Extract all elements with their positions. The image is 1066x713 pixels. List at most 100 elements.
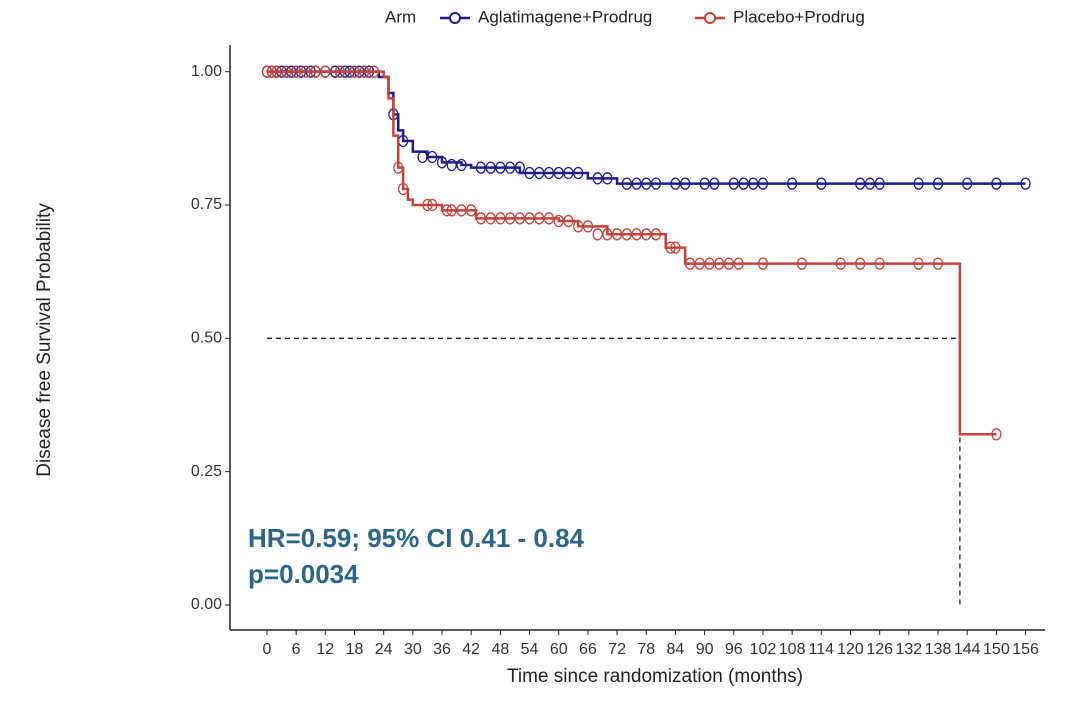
x-tick-label: 126 [866, 641, 893, 658]
censor-mark [913, 177, 924, 190]
censor-mark [592, 228, 603, 241]
y-tick-label: 0.50 [191, 330, 222, 347]
censor-mark [446, 204, 457, 217]
censor-mark [573, 220, 584, 233]
censor-mark [495, 161, 506, 174]
censor-mark [441, 204, 453, 217]
censor-mark [641, 177, 652, 190]
censor-mark [281, 65, 292, 78]
x-tick-label: 42 [462, 641, 480, 658]
censor-mark [543, 212, 555, 225]
censor-mark [310, 65, 321, 78]
x-tick-label: 18 [346, 641, 364, 658]
censor-mark [816, 177, 827, 190]
censor-mark [582, 220, 594, 233]
censor-mark [504, 161, 516, 174]
censor-mark [261, 65, 273, 78]
censor-mark [393, 161, 404, 174]
censor-mark [714, 257, 725, 270]
censor-mark [650, 228, 662, 241]
x-tick-label: 114 [809, 641, 835, 658]
censor-mark [266, 65, 277, 78]
censor-mark [446, 158, 457, 172]
censor-mark [932, 177, 944, 190]
censor-mark [485, 161, 496, 174]
x-tick-label: 24 [375, 641, 393, 658]
annotation: HR=0.59; 95% CI 0.41 - 0.84 [248, 523, 585, 553]
censor-mark [757, 177, 769, 190]
censor-mark [728, 177, 739, 190]
censor-mark [271, 65, 282, 78]
x-tick-label: 102 [750, 641, 777, 658]
censor-mark [456, 158, 467, 172]
censor-mark [534, 166, 545, 180]
x-tick-label: 150 [983, 641, 1010, 658]
censor-mark [631, 228, 642, 241]
censor-mark [748, 177, 759, 190]
censor-mark [733, 257, 744, 270]
censor-mark [563, 214, 574, 228]
censor-mark [290, 65, 302, 78]
censor-mark [368, 65, 380, 78]
censor-mark [300, 65, 312, 78]
censor-mark [427, 150, 438, 164]
censor-mark [417, 150, 428, 164]
censor-mark [694, 257, 705, 270]
censor-mark [563, 166, 574, 180]
censor-mark [670, 241, 681, 254]
censor-mark [543, 166, 555, 180]
censor-mark [514, 161, 525, 174]
censor-mark [684, 257, 696, 270]
x-tick-label: 108 [779, 641, 806, 658]
x-tick-label: 72 [608, 641, 626, 658]
censor-mark [397, 182, 409, 196]
x-tick-label: 60 [550, 641, 568, 658]
censor-mark [641, 228, 652, 241]
survival-curve [266, 70, 1026, 185]
censor-mark [524, 212, 535, 225]
x-tick-label: 36 [433, 641, 451, 658]
censor-mark [699, 177, 710, 190]
censor-mark [427, 198, 438, 212]
censor-mark [475, 212, 487, 225]
censor-mark [475, 161, 487, 174]
x-tick-label: 138 [925, 641, 952, 658]
censor-mark [874, 177, 885, 190]
x-tick-label: 0 [263, 641, 272, 658]
x-tick-label: 132 [895, 641, 922, 658]
censor-mark [723, 257, 735, 270]
censor-mark [680, 177, 691, 190]
x-tick-label: 96 [725, 641, 743, 658]
censor-mark [504, 212, 516, 225]
legend-swatch-marker [449, 12, 461, 24]
censor-mark [349, 65, 360, 78]
censor-mark [485, 212, 496, 225]
censor-mark [796, 257, 808, 270]
censor-mark [436, 156, 448, 169]
censor-mark [704, 257, 715, 270]
censor-mark [738, 177, 749, 190]
median-line [266, 337, 961, 605]
censor-mark [709, 177, 720, 190]
legend-title: Arm [385, 7, 416, 26]
y-tick-label: 0.75 [191, 196, 222, 213]
x-tick-label: 120 [837, 641, 864, 658]
censor-mark [913, 257, 924, 270]
x-tick-label: 90 [696, 641, 714, 658]
censor-mark [495, 212, 506, 225]
censor-mark [670, 177, 681, 190]
x-tick-label: 84 [667, 641, 685, 658]
x-tick-label: 12 [316, 641, 334, 658]
censor-mark [991, 428, 1002, 441]
censor-mark [592, 172, 603, 185]
censor-mark [962, 177, 973, 190]
x-tick-label: 30 [404, 641, 422, 658]
censor-mark [320, 65, 331, 78]
annotation: p=0.0034 [248, 559, 359, 589]
censor-mark [631, 177, 642, 190]
x-tick-label: 78 [637, 641, 655, 658]
censor-mark [621, 177, 632, 190]
censor-mark [835, 257, 846, 270]
censor-mark [932, 257, 944, 270]
